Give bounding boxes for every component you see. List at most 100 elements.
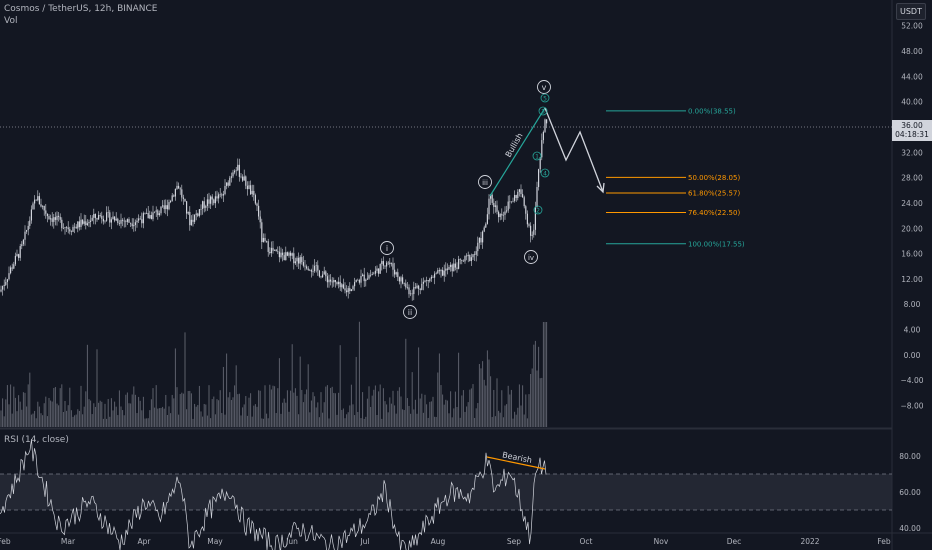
candle-body — [467, 254, 469, 257]
volume-bar — [326, 385, 328, 427]
volume-bar — [398, 387, 400, 427]
volume-bar — [67, 405, 69, 427]
candle-body — [48, 216, 50, 220]
volume-bar — [66, 410, 68, 427]
candle-body — [178, 185, 180, 189]
volume-bar — [22, 392, 24, 427]
candle-body — [464, 255, 466, 262]
candle-body — [314, 265, 316, 272]
volume-bar — [141, 410, 143, 427]
wave-label-ii[interactable]: ii — [403, 305, 417, 319]
candle-body — [539, 157, 541, 170]
volume-bar — [350, 384, 352, 427]
candle-body — [213, 199, 215, 204]
volume-bar — [53, 387, 55, 427]
current-price-tag: 36.00 04:18:31 — [892, 120, 932, 141]
candle-body — [411, 293, 413, 295]
price-axis[interactable]: 52.00 48.00 44.00 40.00 32.00 28.00 24.00 20.00… — [901, 22, 924, 411]
candle-body — [138, 218, 140, 221]
volume-bar — [286, 390, 288, 427]
volume-bar — [3, 416, 5, 427]
symbol-title[interactable]: Cosmos / TetherUS, 12h, BINANCE — [4, 4, 158, 14]
candle-body — [35, 199, 37, 201]
volume-bar — [478, 364, 480, 427]
candle-body — [462, 260, 464, 262]
candle-body — [250, 185, 252, 195]
wave-label-iv[interactable]: iv — [524, 250, 538, 264]
bearish-divergence-line[interactable] — [486, 456, 546, 470]
candle-body — [504, 211, 506, 215]
volume-bar — [208, 385, 210, 427]
price-tick-label: −4.00 — [901, 376, 924, 385]
candle-body — [91, 217, 93, 221]
candle-body — [237, 164, 239, 171]
volume-bar — [474, 417, 476, 427]
candle-body — [277, 251, 279, 252]
rsi-title[interactable]: RSI (14, close) — [4, 435, 69, 445]
wave-label-i[interactable]: i — [380, 241, 394, 255]
candle-body — [214, 196, 216, 204]
volume-bar — [179, 394, 181, 427]
candle-body — [21, 244, 23, 247]
volume-bar — [450, 391, 452, 427]
candle-body — [349, 288, 351, 292]
volume-bar — [336, 414, 338, 427]
volume-bar — [83, 406, 85, 427]
wave-label-iii[interactable]: iii — [478, 175, 492, 189]
candle-body — [256, 203, 258, 206]
wave-label-minor-2[interactable]: 2 — [533, 205, 543, 215]
wave-label-minor-3[interactable]: 3 — [538, 106, 548, 116]
volume-bar — [166, 414, 168, 427]
candle-body — [18, 254, 20, 258]
time-axis[interactable]: Feb Mar Apr May Jun Jul Aug Sep Oct Nov Dec 2022 Feb — [0, 537, 891, 546]
volume-bar — [475, 408, 477, 427]
candle-body — [418, 285, 420, 289]
candle-body — [373, 273, 375, 275]
currency-badge[interactable]: USDT — [896, 3, 926, 20]
candle-body — [384, 265, 386, 267]
volume-bar — [251, 416, 253, 427]
projection-path[interactable] — [544, 107, 604, 193]
candle-body — [358, 280, 360, 283]
countdown-timer: 04:18:31 — [895, 130, 929, 139]
fibonacci-retracement[interactable]: 0.00%(38.55) 50.00%(28.05) 61.80%(25.57) 76… — [606, 107, 745, 248]
wave-label-minor-5[interactable]: 5 — [540, 93, 550, 103]
volume-bar — [197, 405, 199, 427]
wave-label-minor-1[interactable]: 1 — [532, 151, 542, 161]
volume-bar — [472, 384, 474, 427]
volume-bar — [466, 406, 468, 427]
volume-bar — [266, 413, 268, 427]
bullish-trendline[interactable] — [489, 107, 546, 197]
volume-bar — [258, 390, 260, 427]
candle-body — [248, 185, 250, 190]
volume-bar — [427, 417, 429, 427]
candle-body — [454, 263, 456, 268]
volume-bar — [50, 400, 52, 427]
candle-body — [501, 213, 503, 216]
wave-label-minor-4[interactable]: 4 — [540, 168, 550, 178]
volume-bar — [125, 394, 127, 427]
candle-body — [59, 216, 61, 220]
volume-bar — [26, 406, 28, 427]
volume-bar — [82, 414, 84, 427]
volume-bar — [162, 406, 164, 427]
candle-body — [107, 212, 109, 213]
volume-bar — [448, 413, 450, 427]
volume-bar — [230, 399, 232, 427]
candle-body — [222, 194, 224, 196]
wave-label-v[interactable]: v — [537, 80, 551, 94]
candle-body — [77, 221, 79, 229]
candle-body — [189, 212, 191, 226]
candle-body — [346, 290, 348, 293]
rsi-axis[interactable]: 80.00 60.00 40.00 — [899, 452, 921, 533]
candle-body — [429, 278, 431, 282]
candle-body — [173, 195, 175, 197]
volume-bar — [69, 387, 71, 427]
volume-bar — [171, 394, 173, 427]
time-tick-label: May — [207, 537, 223, 546]
candle-body — [312, 271, 314, 272]
volume-bar — [219, 390, 221, 427]
volume-bar — [202, 416, 204, 427]
candle-body — [306, 266, 308, 269]
